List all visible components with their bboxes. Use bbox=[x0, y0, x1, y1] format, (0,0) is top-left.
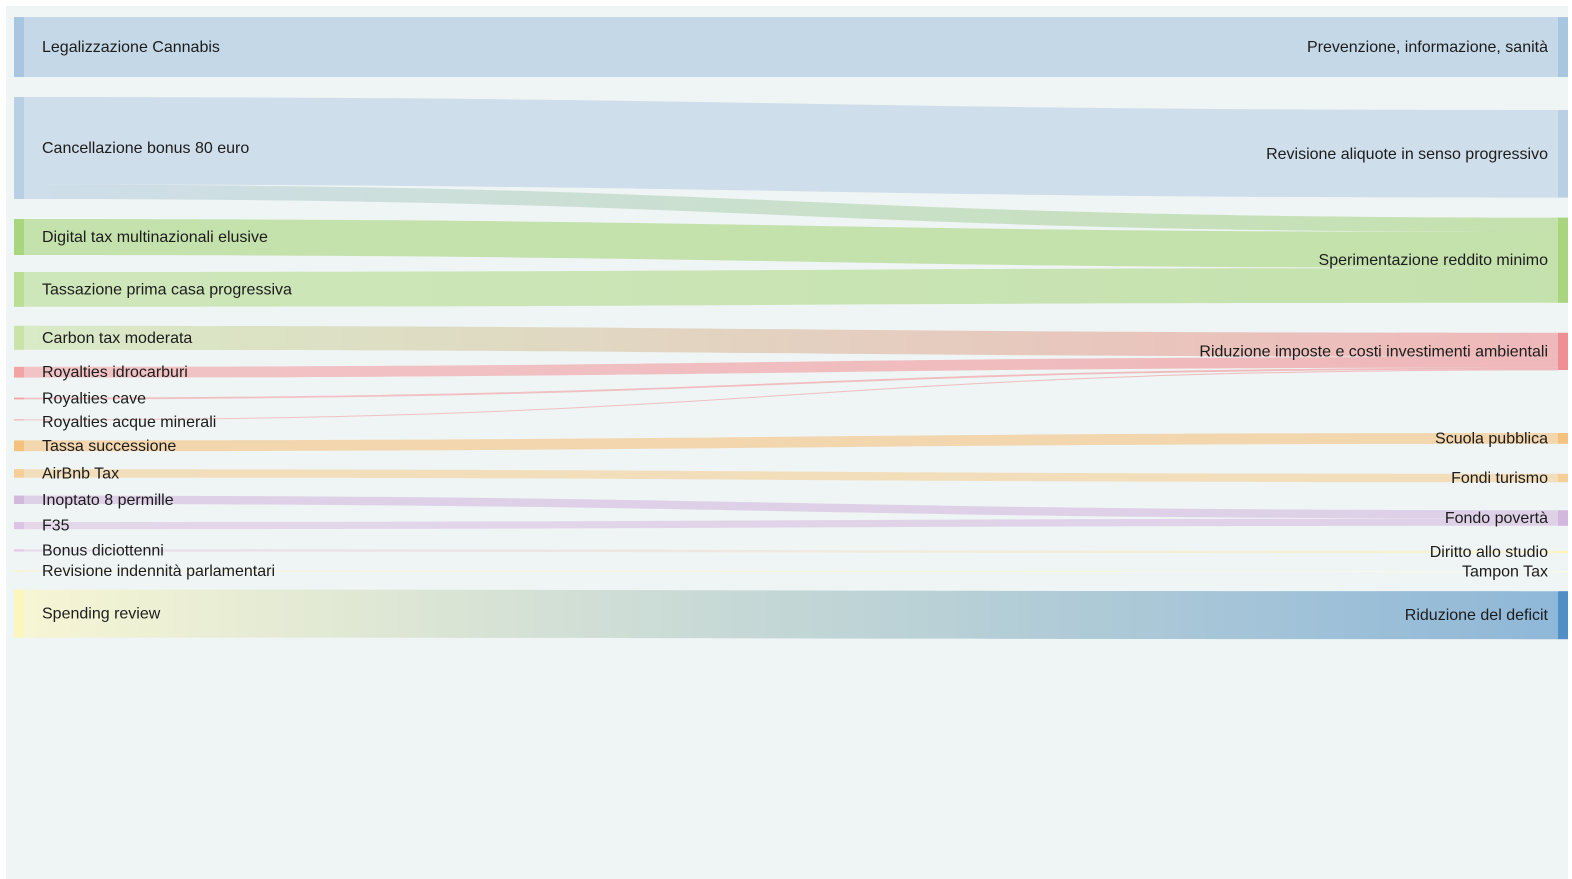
nodes-layer bbox=[14, 17, 1568, 640]
label-target-tampon: Tampon Tax bbox=[1462, 564, 1548, 581]
link-airbnb-to-turismo bbox=[24, 469, 1558, 483]
label-source-digitaltax: Digital tax multinazionali elusive bbox=[42, 229, 268, 246]
node-target-turismo bbox=[1558, 473, 1568, 483]
link-bonus80-to-redditominimo bbox=[24, 184, 1558, 232]
link-f35-to-povertà bbox=[24, 518, 1558, 530]
node-target-povertà bbox=[1558, 510, 1568, 526]
node-source-digitaltax bbox=[14, 219, 24, 255]
label-target-redditominimo: Sperimentazione reddito minimo bbox=[1319, 252, 1549, 269]
link-diciottenni-to-studio bbox=[24, 549, 1558, 554]
label-source-successione: Tassa successione bbox=[42, 438, 176, 455]
link-digitaltax-to-redditominimo bbox=[24, 219, 1558, 268]
node-source-royaltiesidro bbox=[14, 366, 24, 378]
link-successione-to-scuola bbox=[24, 433, 1558, 452]
label-target-scuola: Scuola pubblica bbox=[1435, 430, 1548, 447]
label-target-ambientali: Riduzione imposte e costi investimenti a… bbox=[1199, 343, 1548, 360]
label-target-turismo: Fondi turismo bbox=[1451, 470, 1548, 487]
node-target-ambientali bbox=[1558, 332, 1568, 370]
label-source-indennita: Revisione indennità parlamentari bbox=[42, 563, 275, 580]
label-source-cannabis: Legalizzazione Cannabis bbox=[42, 39, 220, 56]
label-source-primacasa: Tassazione prima casa progressiva bbox=[42, 281, 292, 298]
link-royaltiescave-to-ambientali bbox=[24, 367, 1558, 400]
node-target-studio bbox=[1558, 550, 1568, 554]
label-source-royaltiesidro: Royalties idrocarburi bbox=[42, 364, 188, 381]
node-target-prevenzione bbox=[1558, 17, 1568, 77]
link-primacasa-to-redditominimo bbox=[24, 268, 1558, 307]
node-source-bonus80 bbox=[14, 97, 24, 199]
node-source-indennita bbox=[14, 570, 24, 572]
label-source-airbnb: AirBnb Tax bbox=[42, 465, 119, 482]
label-source-f35: F35 bbox=[42, 518, 70, 535]
node-source-successione bbox=[14, 440, 24, 452]
link-royaltiesacque-to-ambientali bbox=[24, 369, 1558, 421]
node-target-aliquote bbox=[1558, 110, 1568, 198]
node-target-scuola bbox=[1558, 433, 1568, 444]
node-source-carbontax bbox=[14, 325, 24, 350]
label-target-povertà: Fondo povertà bbox=[1445, 510, 1548, 527]
label-target-studio: Diritto allo studio bbox=[1430, 544, 1548, 561]
link-spending-to-deficit bbox=[24, 589, 1558, 640]
link-royaltiesidro-to-ambientali bbox=[24, 356, 1558, 378]
links-layer bbox=[24, 17, 1558, 640]
node-source-f35 bbox=[14, 522, 24, 530]
node-source-diciottenni bbox=[14, 549, 24, 552]
label-target-deficit: Riduzione del deficit bbox=[1405, 607, 1549, 624]
node-source-spending bbox=[14, 589, 24, 638]
label-source-diciottenni: Bonus diciottenni bbox=[42, 542, 164, 559]
label-source-royaltiesacque: Royalties acque minerali bbox=[42, 414, 216, 431]
node-source-cannabis bbox=[14, 17, 24, 77]
link-carbontax-to-ambientali bbox=[24, 325, 1558, 357]
label-source-spending: Spending review bbox=[42, 606, 161, 623]
node-target-tampon bbox=[1558, 571, 1568, 573]
node-source-airbnb bbox=[14, 469, 24, 478]
labels-layer: Legalizzazione Cannabis Cancellazione bon… bbox=[42, 39, 1549, 624]
link-indennita-to-tampon bbox=[24, 570, 1558, 573]
label-source-inoptato: Inoptato 8 permille bbox=[42, 492, 174, 509]
label-source-royaltiescave: Royalties cave bbox=[42, 391, 146, 408]
label-target-aliquote: Revisione aliquote in senso progressivo bbox=[1266, 146, 1548, 163]
node-target-deficit bbox=[1558, 591, 1568, 640]
link-bonus80-to-aliquote bbox=[24, 97, 1558, 198]
node-target-redditominimo bbox=[1558, 217, 1568, 303]
label-target-prevenzione: Prevenzione, informazione, sanità bbox=[1307, 39, 1548, 56]
node-source-primacasa bbox=[14, 272, 24, 307]
node-source-inoptato bbox=[14, 495, 24, 504]
label-source-bonus80: Cancellazione bonus 80 euro bbox=[42, 140, 249, 157]
label-source-carbontax: Carbon tax moderata bbox=[42, 330, 192, 347]
link-inoptato-to-povertà bbox=[24, 495, 1558, 519]
node-source-royaltiescave bbox=[14, 397, 24, 400]
node-source-royaltiesacque bbox=[14, 419, 24, 421]
link-cannabis-to-prevenzione bbox=[24, 17, 1558, 77]
